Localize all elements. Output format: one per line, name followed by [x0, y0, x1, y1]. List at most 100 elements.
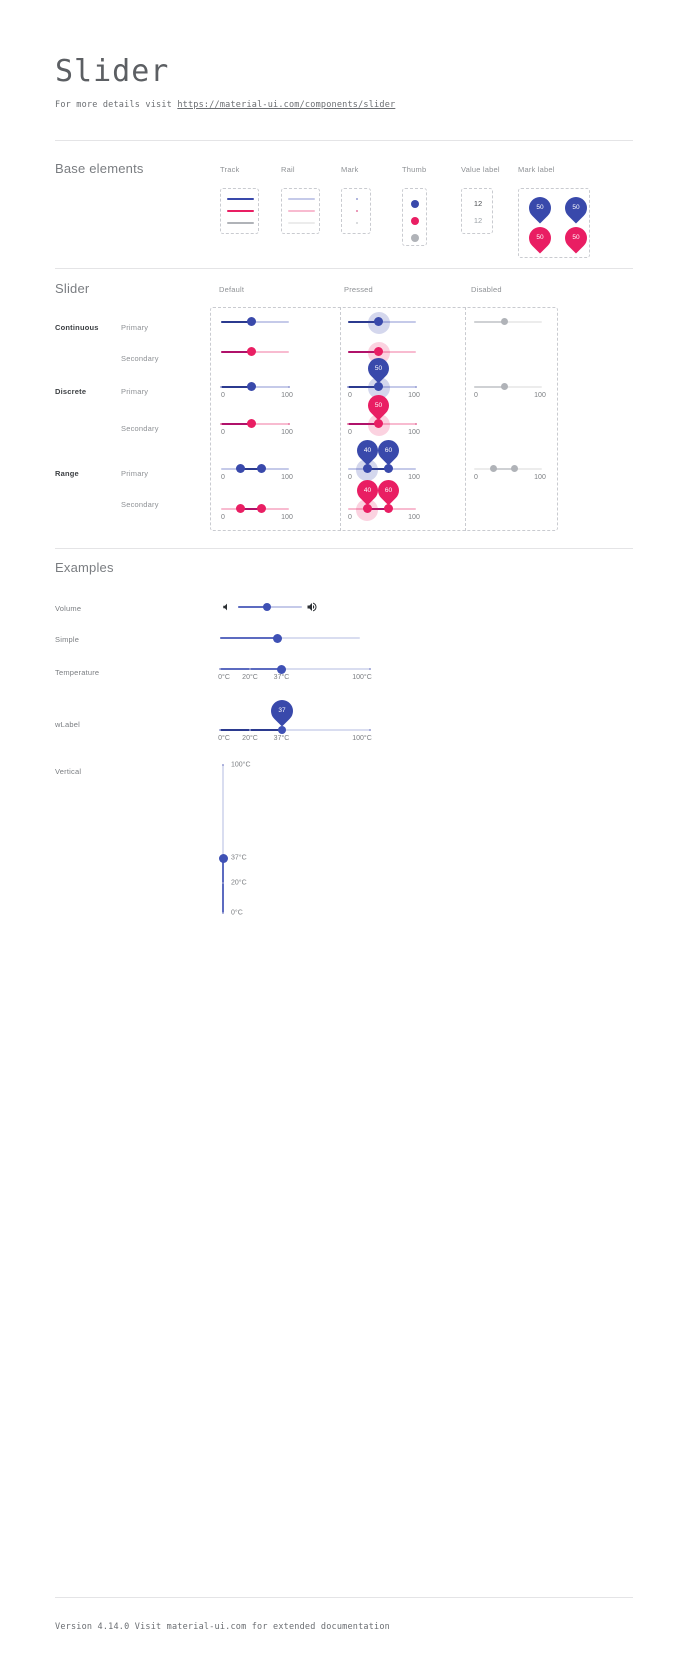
track: [348, 321, 379, 323]
thumb[interactable]: [218, 853, 228, 863]
col-head-mark: Mark: [341, 165, 359, 174]
mark: [249, 668, 251, 670]
thumb[interactable]: [374, 419, 384, 428]
tick-min: 0: [221, 429, 225, 436]
volume-up-icon[interactable]: [306, 600, 318, 614]
thumb-lower: [489, 465, 497, 472]
mark: [288, 386, 290, 388]
slider-range-primary-default[interactable]: 0 100: [221, 460, 293, 481]
slider-discrete-primary-default[interactable]: 0 100: [220, 378, 293, 399]
slider-continuous-secondary-default[interactable]: [221, 343, 289, 361]
slider-range-primary-disabled: 0 100: [474, 460, 546, 481]
slider-discrete-primary-disabled: 0 100: [474, 378, 546, 399]
subtitle-prefix: For more details visit: [55, 100, 178, 110]
mark: [249, 729, 251, 731]
tick-max: 100: [281, 429, 293, 436]
slider-discrete-primary-pressed[interactable]: 50 0 100: [347, 353, 420, 399]
slider-volume[interactable]: [238, 598, 302, 616]
thumb[interactable]: [272, 633, 282, 643]
thumb-upper[interactable]: [257, 504, 267, 513]
mark-secondary-sample: [356, 210, 358, 212]
mark: [222, 912, 224, 914]
tick-max: 100: [534, 392, 546, 399]
col-head-value-label: Value label: [461, 165, 500, 174]
swatch-box-rail: [281, 188, 320, 234]
value-bubble: 50: [363, 390, 394, 421]
thumb[interactable]: [374, 317, 384, 326]
slider-vertical[interactable]: 100°C 37°C 20°C 0°C: [214, 762, 251, 917]
slider-grid-divider-1: [340, 307, 341, 531]
slider-grid-divider-2: [465, 307, 466, 531]
track: [474, 386, 505, 388]
slider-simple[interactable]: [220, 629, 360, 647]
mark-label-primary-left: 50: [560, 192, 592, 224]
slider-continuous-primary-pressed[interactable]: [348, 311, 416, 334]
mark-label-primary-down: 50: [524, 192, 556, 224]
mark: [347, 423, 349, 425]
thumb: [501, 318, 509, 325]
row-label-range-primary: Primary: [121, 469, 149, 478]
rail: [474, 386, 542, 388]
thumb-lower[interactable]: [362, 504, 372, 513]
swatch-box-mark-label: 50 50 50 50: [518, 188, 592, 258]
slider-range-secondary-default[interactable]: 0 100: [221, 500, 293, 521]
thumb-primary-sample: [411, 200, 419, 208]
slider-continuous-primary-default[interactable]: [221, 313, 289, 331]
thumb-upper[interactable]: [384, 504, 394, 513]
thumb[interactable]: [247, 382, 257, 391]
thumb[interactable]: [247, 419, 257, 428]
slider-discrete-secondary-default[interactable]: 0 100: [220, 415, 293, 436]
example-label-simple: Simple: [55, 635, 80, 644]
thumb-secondary-sample: [411, 217, 419, 225]
thumb[interactable]: [277, 726, 286, 734]
thumb-upper[interactable]: [384, 464, 394, 473]
thumb-upper[interactable]: [257, 464, 267, 473]
tick-max: 100: [408, 392, 420, 399]
track: [240, 508, 262, 510]
mark: [222, 764, 224, 766]
value-bubble: 50: [363, 353, 394, 384]
slider-range-primary-pressed[interactable]: 40 60 0 100: [348, 435, 420, 481]
thumb[interactable]: [247, 317, 257, 326]
tick-100c: 100°C: [352, 735, 372, 742]
rail: [222, 765, 224, 913]
thumb[interactable]: [374, 382, 384, 391]
mark: [347, 386, 349, 388]
slider-continuous-primary-disabled: [474, 313, 542, 331]
example-label-temperature: Temperature: [55, 668, 100, 677]
slider-range-secondary-pressed[interactable]: 40 60 0 100: [348, 475, 420, 521]
track: [474, 321, 505, 323]
thumb[interactable]: [374, 347, 384, 356]
page-subtitle: For more details visit https://material-…: [55, 100, 395, 110]
col-head-disabled: Disabled: [471, 285, 502, 294]
thumb-lower[interactable]: [235, 464, 245, 473]
thumb[interactable]: [247, 347, 257, 356]
tick-37c: 37°C: [273, 735, 290, 742]
docs-link[interactable]: https://material-ui.com/components/slide…: [177, 100, 396, 110]
track: [240, 468, 262, 470]
thumb-lower[interactable]: [362, 464, 372, 473]
thumb[interactable]: [262, 603, 271, 611]
track: [348, 423, 379, 425]
mark-disabled-sample: [356, 222, 358, 224]
mark: [219, 668, 221, 670]
mark: [220, 423, 222, 425]
slider-discrete-secondary-pressed[interactable]: 50 0 100: [347, 390, 420, 436]
tick-20c: 20°C: [242, 674, 258, 681]
section-title-base-elements: Base elements: [55, 161, 144, 176]
slider-wlabel[interactable]: 37 0°C 20°C 37°C 100°C: [218, 695, 372, 742]
swatch-box-track: [220, 188, 259, 234]
row-label-range-secondary: Secondary: [121, 500, 159, 509]
rail: [220, 668, 370, 670]
section-title-slider: Slider: [55, 281, 90, 296]
tick-min: 0: [221, 514, 225, 521]
thumb-lower[interactable]: [235, 504, 245, 513]
tick-min: 0: [474, 392, 478, 399]
example-label-volume: Volume: [55, 604, 82, 613]
tick-min: 0: [348, 474, 352, 481]
slider-temperature[interactable]: 0°C 20°C 37°C 100°C: [218, 660, 372, 681]
volume-mute-icon[interactable]: [222, 600, 232, 614]
track: [221, 423, 252, 425]
tick-max: 100: [281, 474, 293, 481]
thumb[interactable]: [277, 664, 286, 674]
